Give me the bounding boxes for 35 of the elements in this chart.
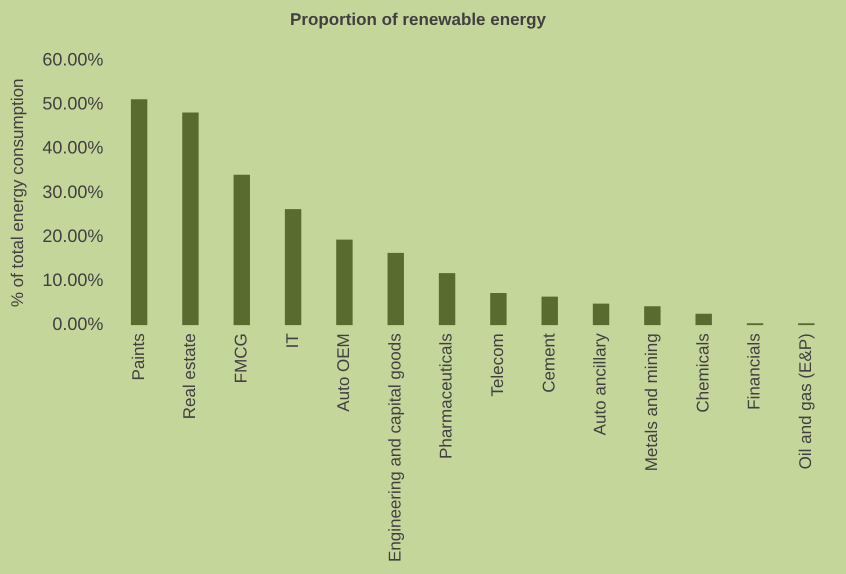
bar <box>284 209 302 326</box>
x-tick-label: Auto ancillary <box>590 332 610 436</box>
x-tick-label: Cement <box>539 333 558 393</box>
y-tick-label: 30.00% <box>42 182 104 202</box>
x-tick-label: Pharmaceuticals <box>436 333 456 459</box>
bar <box>182 112 199 326</box>
bar <box>490 293 507 326</box>
y-tick-label: 0.00% <box>52 314 104 334</box>
bar <box>592 304 610 326</box>
x-tick-label: Auto OEM <box>334 333 354 412</box>
x-tick-label: Paints <box>128 333 148 381</box>
bar <box>388 252 404 326</box>
x-tick-label: Financials <box>744 333 764 410</box>
x-tick-label: Metals and mining <box>642 333 662 472</box>
bar <box>336 240 353 326</box>
x-tick-label: Real estate <box>180 333 200 420</box>
x-tick-label: Oil and gas (E&P) <box>796 333 816 470</box>
x-tick-label: Engineering and capital goods <box>385 333 404 562</box>
bar <box>438 273 456 326</box>
y-tick-label: 20.00% <box>42 226 104 246</box>
bar <box>234 174 250 326</box>
y-axis-title: % of total energy consumption <box>8 78 27 308</box>
bar <box>695 314 712 326</box>
y-tick-label: 10.00% <box>42 270 104 290</box>
bar <box>130 99 148 326</box>
x-tick-label: FMCG <box>231 333 250 384</box>
chart-title: Proportion of renewable energy <box>290 10 547 29</box>
bar <box>542 296 558 326</box>
x-tick-label: Chemicals <box>693 333 712 413</box>
bar <box>644 306 661 326</box>
y-tick-label: 40.00% <box>42 138 104 158</box>
y-tick-label: 50.00% <box>42 94 104 114</box>
y-tick-label: 60.00% <box>42 49 104 70</box>
x-tick-label: IT <box>282 333 302 348</box>
x-tick-label: Telecom <box>488 333 508 397</box>
